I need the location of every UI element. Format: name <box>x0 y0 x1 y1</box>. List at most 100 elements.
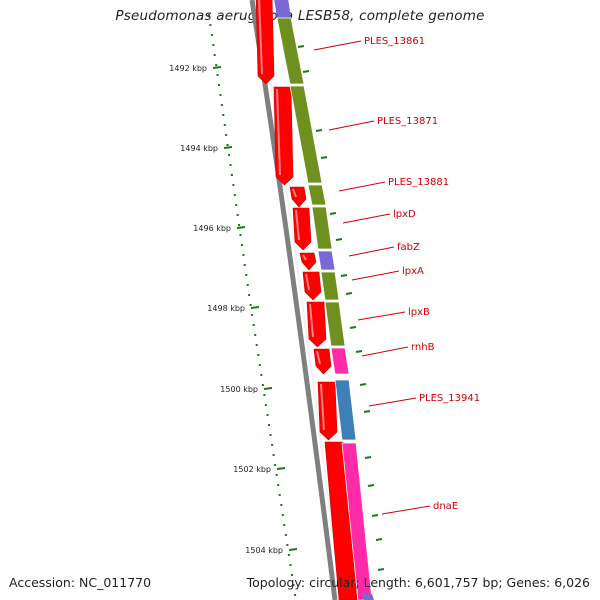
feature-block <box>330 347 350 375</box>
scale-tick-label: 1504 kbp <box>245 546 283 555</box>
gene-leader-line <box>348 246 395 257</box>
scale-dot <box>278 494 281 496</box>
scale-tick-mark <box>288 548 298 551</box>
scale-dot <box>277 484 280 486</box>
scale-dot <box>223 124 226 126</box>
scale-dot <box>266 414 269 416</box>
scale-dot <box>261 384 264 386</box>
scale-dot <box>229 164 232 166</box>
gene-label: lpxB <box>408 307 430 318</box>
scale-dot <box>289 564 292 566</box>
gene-leader-line <box>342 213 391 224</box>
cds-highlight <box>302 254 307 261</box>
scale-tick-label: 1498 kbp <box>207 304 245 313</box>
scale-dot <box>260 374 263 376</box>
genome-summary-text: Topology: circular; Length: 6,601,757 bp… <box>246 575 590 590</box>
cds-highlight <box>258 0 263 75</box>
cds-top-stripe <box>274 0 291 18</box>
gene-leader-line <box>328 120 375 131</box>
feature-block <box>341 442 373 600</box>
scale-dot <box>286 544 289 546</box>
scale-dot <box>272 454 275 456</box>
scale-dot <box>283 524 286 526</box>
feature-track <box>276 17 374 600</box>
scale-dot <box>219 94 222 96</box>
scale-dot <box>225 134 228 136</box>
scale-dot <box>210 34 213 36</box>
map-title: Pseudomonas aeruginosa LESB58, complete … <box>115 8 485 24</box>
cds-highlight <box>292 188 297 198</box>
scale-dot <box>213 54 216 56</box>
scale-dot <box>252 324 255 326</box>
scale-tick-mark <box>223 146 233 149</box>
gene-label: PLES_13871 <box>377 116 438 127</box>
gene-leader-line <box>381 505 431 515</box>
feature-tick <box>355 350 363 353</box>
scale-dot <box>292 584 295 586</box>
scale-dot <box>254 334 257 336</box>
feature-block <box>307 184 327 206</box>
gene-leader-line <box>357 311 406 321</box>
gene-label: rnhB <box>411 342 435 353</box>
scale-tick-label: 1496 kbp <box>193 224 231 233</box>
scale-dot <box>264 404 267 406</box>
gene-leader-line <box>351 270 400 281</box>
cds-highlight <box>305 273 310 291</box>
scale-tick-mark <box>236 226 246 229</box>
scale-dot <box>258 364 261 366</box>
scale-dot <box>238 224 241 226</box>
cds-track <box>255 0 358 600</box>
gene-label: dnaE <box>433 501 458 512</box>
scale-dot <box>212 44 215 46</box>
feature-block <box>320 271 340 301</box>
scale-dot <box>235 204 238 206</box>
scale-dot <box>263 394 266 396</box>
scale-dot <box>275 474 278 476</box>
feature-tick <box>345 292 353 295</box>
feature-tick <box>363 410 371 413</box>
feature-tick <box>371 514 379 517</box>
feature-block <box>324 301 346 347</box>
scale-tick-label: 1502 kbp <box>233 465 271 474</box>
scale-dot <box>236 214 239 216</box>
gene-leader-line <box>338 181 386 192</box>
scale-tick-mark <box>212 66 222 69</box>
feature-tick <box>302 70 310 73</box>
feature-tick <box>367 484 375 487</box>
scale-ticks: 1492 kbp 1494 kbp 1496 kbp 1498 kbp 1500 kbp… <box>169 64 298 555</box>
scale-tick-mark <box>263 387 273 390</box>
feature-tick <box>335 238 343 241</box>
scale-dot <box>271 444 274 446</box>
gene-leader-line <box>313 40 362 51</box>
scale-dot <box>281 514 284 516</box>
scale-dot <box>269 434 272 436</box>
scale-dot <box>294 594 297 596</box>
feature-block <box>276 17 305 85</box>
scale-dot <box>228 154 231 156</box>
feature-tick <box>375 538 383 541</box>
scale-dot <box>257 354 260 356</box>
feature-tick <box>349 326 357 329</box>
scale-dot <box>222 114 225 116</box>
gene-label: PLES_13861 <box>364 36 425 47</box>
scale-dot <box>220 104 223 106</box>
scale-dot <box>216 74 219 76</box>
scale-dot <box>243 264 246 266</box>
cds-highlight <box>320 383 325 431</box>
scale-dot <box>242 254 245 256</box>
feature-block <box>311 206 333 250</box>
feature-tick <box>359 383 367 386</box>
scale-tick-label: 1492 kbp <box>169 64 207 73</box>
gene-label: PLES_13881 <box>388 177 449 188</box>
cds-highlight <box>316 350 321 365</box>
gene-labels: PLES_13861 PLES_13871 PLES_13881 lpxD fabZ lp… <box>313 36 480 515</box>
scale-dot-track <box>208 14 297 596</box>
gene-leader-line <box>368 397 417 407</box>
scale-dot <box>248 294 251 296</box>
scale-dot <box>291 574 293 576</box>
scale-dot <box>246 284 249 286</box>
cds-highlight <box>295 209 300 241</box>
feature-tick <box>377 568 385 571</box>
scale-tick-mark <box>250 306 260 309</box>
